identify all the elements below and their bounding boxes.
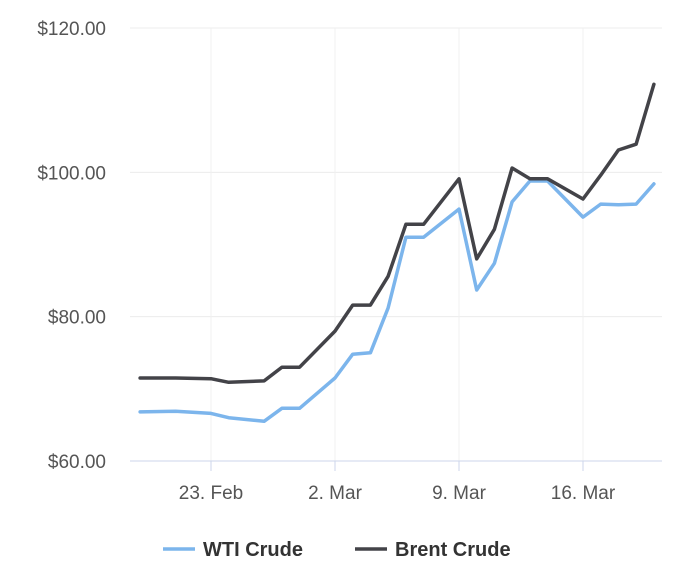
series-lines xyxy=(138,82,656,424)
grid xyxy=(130,27,662,462)
y-tick-label: $100.00 xyxy=(37,163,106,184)
x-axis: 23. Feb 2. Mar 9. Mar 16. Mar xyxy=(130,460,662,504)
legend-label: Brent Crude xyxy=(395,539,511,561)
y-tick-label: $120.00 xyxy=(37,19,106,40)
series-line-wti-crude xyxy=(138,179,656,424)
series-line-brent-crude xyxy=(138,82,656,385)
y-tick-label: $80.00 xyxy=(48,308,106,329)
y-axis: $60.00 $80.00 $100.00 $120.00 xyxy=(37,19,106,473)
legend-item[interactable]: Brent Crude xyxy=(355,539,511,561)
legend-item[interactable]: WTI Crude xyxy=(163,539,303,561)
x-tick-label: 16. Mar xyxy=(551,483,616,504)
x-tick-label: 23. Feb xyxy=(179,483,243,504)
y-tick-label: $60.00 xyxy=(48,452,106,473)
legend: WTI Crude Brent Crude xyxy=(163,539,511,561)
legend-label: WTI Crude xyxy=(203,539,303,561)
x-tick-label: 9. Mar xyxy=(432,483,487,504)
x-tick-label: 2. Mar xyxy=(308,483,363,504)
